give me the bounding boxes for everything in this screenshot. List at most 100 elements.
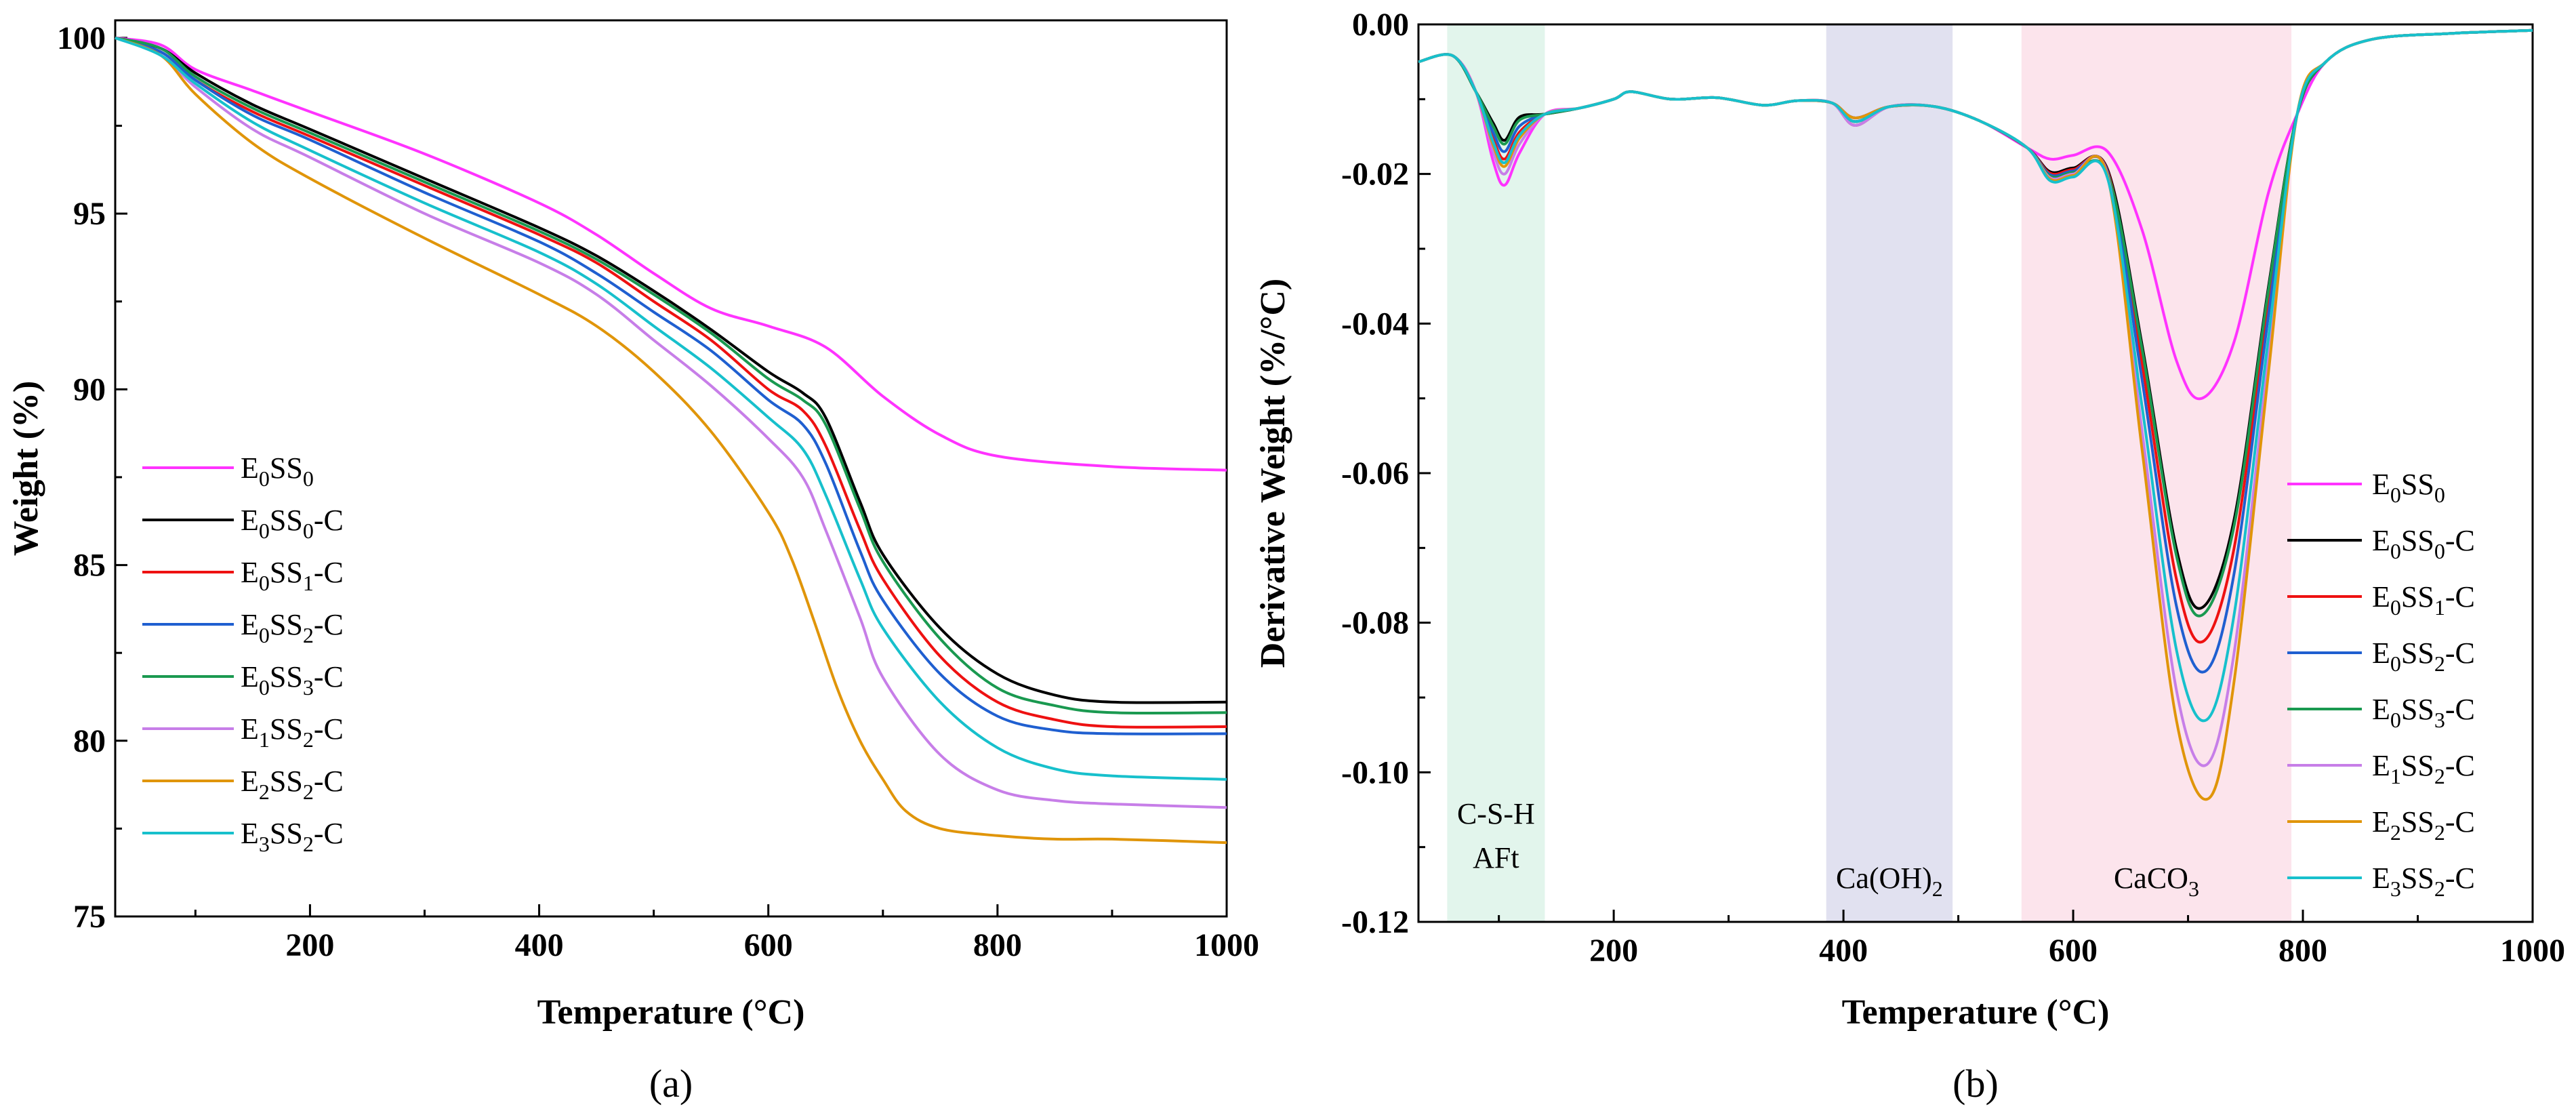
y-tick-label: -0.02 bbox=[1341, 157, 1409, 193]
y-tick-label: 95 bbox=[73, 196, 106, 232]
y-tick-label: 85 bbox=[73, 548, 106, 584]
legend-label-part: -C bbox=[2445, 637, 2475, 670]
legend-label-sub: 0 bbox=[259, 675, 270, 700]
legend-label-sub: 0 bbox=[2390, 539, 2401, 563]
legend-label-sub: 0 bbox=[303, 466, 314, 491]
region-label-main: CaCO bbox=[2114, 862, 2188, 895]
panel-label: (a) bbox=[649, 1062, 693, 1106]
legend-label-sub: 0 bbox=[259, 623, 270, 647]
legend-label-part: -C bbox=[2445, 693, 2475, 726]
legend-label: E0SS0 bbox=[241, 451, 314, 491]
series-line-1 bbox=[115, 36, 1227, 472]
series-line-8 bbox=[115, 37, 1227, 781]
legend-label-sub: 2 bbox=[2390, 820, 2401, 845]
legend-label-sub: 2 bbox=[2434, 764, 2445, 788]
legend-label-part: SS bbox=[270, 712, 303, 746]
y-tick-label: 90 bbox=[73, 371, 106, 407]
legend-label: E2SS2-C bbox=[241, 765, 344, 804]
plot-frame bbox=[114, 19, 1228, 918]
y-axis-title: Weight (%) bbox=[7, 381, 45, 557]
dtg-series-line-4 bbox=[1418, 28, 2533, 674]
legend-label-part: E bbox=[241, 504, 259, 537]
region-label-main: Ca(OH) bbox=[1836, 862, 1932, 895]
legend-label-part: SS bbox=[2401, 580, 2434, 613]
legend-label-sub: 2 bbox=[2434, 651, 2445, 676]
legend-label-sub: 2 bbox=[303, 727, 314, 752]
dtg-series-line-3 bbox=[1418, 28, 2533, 644]
legend-label-part: E bbox=[2372, 580, 2390, 613]
dtg-series-line-1 bbox=[1418, 28, 2533, 401]
legend-label-part: E bbox=[241, 556, 259, 589]
legend-label-sub: 2 bbox=[303, 623, 314, 647]
y-tick-label: -0.12 bbox=[1341, 904, 1409, 940]
legend-label-part: -C bbox=[314, 504, 344, 537]
legend-label-part: -C bbox=[314, 712, 344, 746]
legend-label-sub: 0 bbox=[2390, 708, 2401, 732]
dtg-series-line-6 bbox=[1418, 28, 2533, 767]
series-line-2 bbox=[115, 36, 1227, 704]
legend-label-part: -C bbox=[2445, 524, 2475, 557]
legend-label-part: -C bbox=[314, 660, 344, 693]
y-tick-label: 75 bbox=[73, 899, 106, 935]
series-line-3 bbox=[115, 36, 1227, 729]
legend-label-part: -C bbox=[2445, 749, 2475, 782]
shaded-region-2 bbox=[1826, 24, 1953, 922]
legend-label-part: -C bbox=[2445, 862, 2475, 895]
dtg-series-line-2 bbox=[1418, 28, 2533, 610]
legend-label: E0SS0-C bbox=[2372, 524, 2475, 563]
legend-label-part: E bbox=[2372, 805, 2390, 839]
x-tick-label: 400 bbox=[1819, 933, 1868, 969]
x-tick-label: 600 bbox=[2049, 933, 2098, 969]
legend-label-part: SS bbox=[2401, 524, 2434, 557]
region-label: CaCO3 bbox=[2114, 862, 2199, 901]
x-axis-title: Temperature (°C) bbox=[1842, 993, 2110, 1032]
legend-label-sub: 0 bbox=[2390, 483, 2401, 507]
legend-label-part: SS bbox=[270, 556, 303, 589]
legend-label: E0SS1-C bbox=[2372, 580, 2475, 620]
legend-label-part: SS bbox=[270, 660, 303, 693]
legend-label-sub: 3 bbox=[2390, 876, 2401, 901]
legend-label-part: -C bbox=[314, 817, 344, 850]
legend-label-sub: 0 bbox=[303, 519, 314, 543]
legend-label-part: E bbox=[241, 608, 259, 641]
legend-label-part: E bbox=[2372, 693, 2390, 726]
legend-label-part: SS bbox=[270, 765, 303, 798]
x-tick-label: 1000 bbox=[1194, 927, 1259, 963]
y-tick-label: -0.08 bbox=[1341, 605, 1409, 641]
legend-label-part: E bbox=[241, 660, 259, 693]
dtg-series-line-8 bbox=[1418, 28, 2533, 723]
legend-label: E3SS2-C bbox=[2372, 862, 2475, 901]
legend-label-sub: 0 bbox=[2434, 483, 2445, 507]
legend-label-part: E bbox=[2372, 749, 2390, 782]
y-axis-title: Derivative Weight (%/°C) bbox=[1254, 279, 1292, 668]
legend-label-part: -C bbox=[314, 765, 344, 798]
x-tick-label: 400 bbox=[515, 927, 564, 963]
x-tick-label: 200 bbox=[285, 927, 334, 963]
x-tick-label: 800 bbox=[973, 927, 1022, 963]
legend-label-sub: 3 bbox=[259, 832, 270, 856]
legend-label-part: SS bbox=[2401, 749, 2434, 782]
legend-label-part: -C bbox=[2445, 805, 2475, 839]
x-tick-label: 600 bbox=[744, 927, 793, 963]
series-line-7 bbox=[115, 37, 1227, 845]
y-tick-label: 80 bbox=[73, 723, 106, 759]
plot-frame bbox=[1417, 23, 2534, 923]
legend-label-sub: 2 bbox=[2434, 820, 2445, 845]
legend-label-part: SS bbox=[2401, 693, 2434, 726]
legend-label: E0SS0 bbox=[2372, 468, 2445, 507]
legend-label: E1SS2-C bbox=[241, 712, 344, 752]
legend-label-part: SS bbox=[2401, 862, 2434, 895]
legend-label-sub: 0 bbox=[2390, 595, 2401, 620]
y-tick-label: 100 bbox=[57, 20, 106, 56]
legend-label-sub: 1 bbox=[2390, 764, 2401, 788]
legend-label: E1SS2-C bbox=[2372, 749, 2475, 788]
legend-label-sub: 3 bbox=[303, 675, 314, 700]
legend-label-part: SS bbox=[2401, 468, 2434, 501]
legend-label-part: E bbox=[2372, 468, 2390, 501]
series-line-5 bbox=[115, 36, 1227, 715]
legend-label-part: SS bbox=[2401, 805, 2434, 839]
series-line-6 bbox=[115, 37, 1227, 809]
dtg-series-line-7 bbox=[1418, 28, 2533, 801]
legend-label-sub: 0 bbox=[259, 571, 270, 595]
legend-label-sub: 3 bbox=[2434, 708, 2445, 732]
